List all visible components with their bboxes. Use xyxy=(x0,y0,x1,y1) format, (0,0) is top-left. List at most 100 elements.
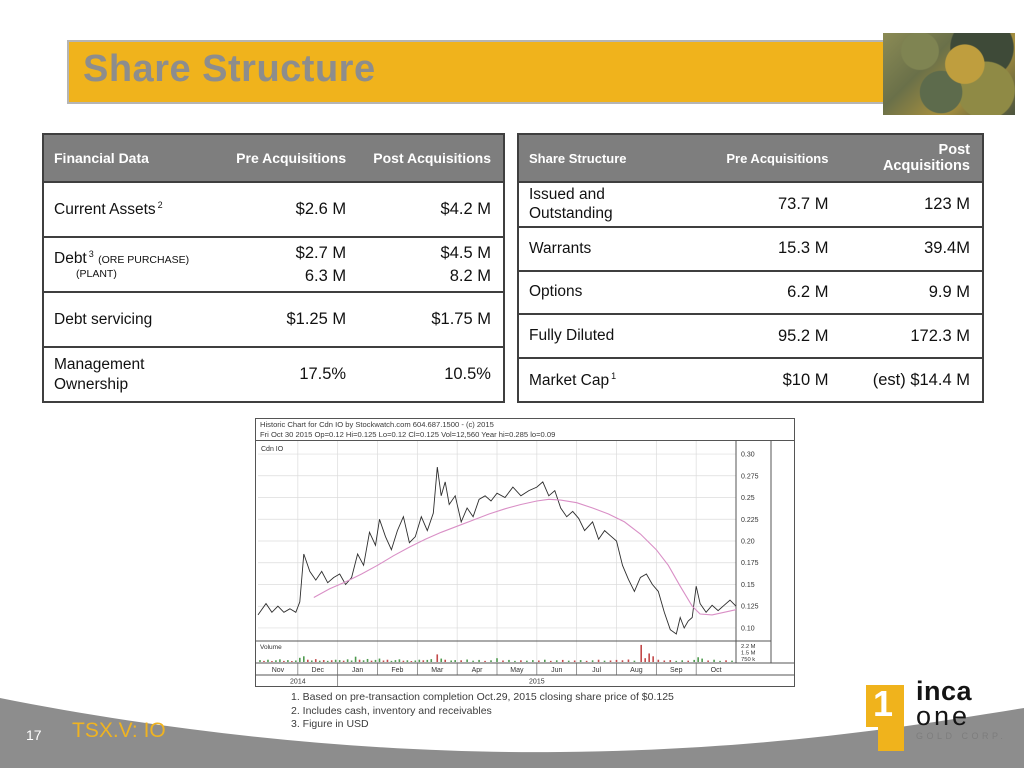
logo-mark-icon: 1 xyxy=(866,683,910,751)
chart-title-line1: Historic Chart for Cdn IO by Stockwatch.… xyxy=(260,420,494,429)
chart-title-line2: Fri Oct 30 2015 Op=0.12 Hi=0.125 Lo=0.12… xyxy=(260,430,556,439)
table-row: Current Assets 2 $2.6 M $4.2 M xyxy=(44,183,503,238)
pre-value: 17.5% xyxy=(299,365,347,383)
row-label: Market Cap xyxy=(529,371,610,389)
ticker-label: TSX.V: IO xyxy=(72,719,166,742)
svg-text:0.275: 0.275 xyxy=(741,473,759,480)
footnote-ref: 2 xyxy=(157,199,163,210)
footnote-2: 2. Includes cash, inventory and receivab… xyxy=(291,704,492,717)
svg-text:2014: 2014 xyxy=(290,679,306,686)
company-logo: 1 inca one GOLD CORP. xyxy=(860,678,1012,757)
post-value: 10.5% xyxy=(444,365,491,383)
table-row: Market Cap 1 $10 M (est) $14.4 M xyxy=(519,359,982,401)
chart-header: Historic Chart for Cdn IO by Stockwatch.… xyxy=(256,419,794,441)
svg-text:Cdn IO: Cdn IO xyxy=(261,446,284,453)
pre-value: $2.6 M xyxy=(295,200,347,218)
pre-value: 95.2 M xyxy=(778,326,829,345)
svg-text:Mar: Mar xyxy=(431,667,444,674)
svg-text:Jun: Jun xyxy=(551,667,562,674)
svg-text:2.2 M: 2.2 M xyxy=(741,644,756,650)
pre-value: 15.3 M xyxy=(778,239,829,258)
table-row: Debt servicing $1.25 M $1.75 M xyxy=(44,293,503,348)
svg-text:0.25: 0.25 xyxy=(741,495,755,502)
post-value: 9.9 M xyxy=(928,282,970,301)
table-row: Issued and Outstanding 73.7 M 123 M xyxy=(519,183,982,228)
svg-text:Feb: Feb xyxy=(391,667,403,674)
logo-text-gold-corp: GOLD CORP. xyxy=(916,731,1007,741)
row-label: Issued and Outstanding xyxy=(529,186,613,223)
pre-value-line1: $2.7 M xyxy=(295,244,347,263)
row-label: Fully Diluted xyxy=(529,327,615,345)
logo-text-one: one xyxy=(916,701,971,731)
svg-text:Jul: Jul xyxy=(592,667,601,674)
svg-text:Dec: Dec xyxy=(312,667,325,674)
col-header-post-acquisitions: Post Acquisitions xyxy=(373,150,491,166)
footnote-3: 3. Figure in USD xyxy=(291,718,369,730)
table-row: Warrants 15.3 M 39.4M xyxy=(519,228,982,272)
pre-value: 6.2 M xyxy=(787,282,829,301)
logo-numeral: 1 xyxy=(873,683,894,724)
svg-text:0.30: 0.30 xyxy=(741,452,755,459)
page-number: 17 xyxy=(26,727,42,743)
col-header-pre-acquisitions: Pre Acquisitions xyxy=(236,150,347,166)
svg-text:Volume: Volume xyxy=(260,644,282,651)
col-header-financial-data: Financial Data xyxy=(54,150,149,166)
share-structure-table: Share Structure Pre Acquisitions Post Ac… xyxy=(517,133,984,403)
financial-table: Financial Data Pre Acquisitions Post Acq… xyxy=(42,133,505,403)
col-header-share-structure: Share Structure xyxy=(529,150,627,166)
table-row: Management Ownership 17.5% 10.5% xyxy=(44,348,503,401)
x-axis-month-labels: Nov Dec Jan Feb Mar Apr May Jun Jul Aug Sep Oct xyxy=(272,667,722,674)
page-title: Share Structure xyxy=(83,48,376,90)
x-axis-year-labels: 2014 2015 xyxy=(290,679,545,686)
svg-text:May: May xyxy=(510,667,524,674)
chart-frame xyxy=(256,441,794,686)
stock-chart-svg: 0.30 0.275 0.25 0.225 0.20 0.175 0.15 0.125 0.10… xyxy=(256,441,794,686)
table-header-row: Financial Data Pre Acquisitions Post Acq… xyxy=(44,135,503,183)
svg-text:0.225: 0.225 xyxy=(741,517,759,524)
svg-text:Nov: Nov xyxy=(272,667,285,674)
table-row: Debt 3 (ORE PURCHASE) (PLANT) $2.7 M 6.3 … xyxy=(44,238,503,293)
title-bar: Share Structure xyxy=(67,40,1015,104)
y-axis-labels: 0.30 0.275 0.25 0.225 0.20 0.175 0.15 0.125 0.10 xyxy=(741,452,759,633)
post-value-line2: 8.2 M xyxy=(449,266,491,285)
pre-value: 73.7 M xyxy=(778,194,829,213)
svg-text:Jan: Jan xyxy=(352,667,363,674)
svg-text:Sep: Sep xyxy=(670,667,683,674)
footnote-1: 1. Based on pre-transaction completion O… xyxy=(291,691,674,703)
row-label: Options xyxy=(529,283,583,301)
svg-text:0.10: 0.10 xyxy=(741,625,755,632)
row-label-note2: (PLANT) xyxy=(76,268,117,281)
post-value-line1: $4.5 M xyxy=(440,244,491,263)
svg-text:Apr: Apr xyxy=(472,667,484,674)
svg-text:0.175: 0.175 xyxy=(741,560,759,567)
moving_average-line xyxy=(313,498,737,616)
pre-value: $1.25 M xyxy=(286,310,347,328)
col-header-post-acquisitions: Post Acquisitions xyxy=(882,142,970,174)
post-value: 172.3 M xyxy=(910,326,970,345)
table-row: Options 6.2 M 9.9 M xyxy=(519,272,982,316)
post-value: 39.4M xyxy=(924,239,970,258)
row-label: Management Ownership xyxy=(54,356,145,393)
svg-text:0.15: 0.15 xyxy=(741,582,755,589)
footnotes: 1. Based on pre-transaction completion O… xyxy=(291,691,674,732)
row-label: Warrants xyxy=(529,239,592,257)
row-label: Debt servicing xyxy=(54,310,153,328)
col-header-pre-acquisitions: Pre Acquisitions xyxy=(726,150,829,166)
footnote-ref: 3 xyxy=(88,248,94,259)
volume-bars xyxy=(259,644,733,662)
svg-text:2015: 2015 xyxy=(529,679,545,686)
svg-text:Oct: Oct xyxy=(711,667,722,674)
footnote-ref: 1 xyxy=(611,370,617,381)
table-header-row: Share Structure Pre Acquisitions Post Ac… xyxy=(519,135,982,183)
table-row: Fully Diluted 95.2 M 172.3 M xyxy=(519,315,982,360)
stock-chart: Historic Chart for Cdn IO by Stockwatch.… xyxy=(255,418,795,687)
chart-gridlines xyxy=(258,441,736,663)
row-label-note: (ORE PURCHASE) xyxy=(98,254,190,267)
post-value: (est) $14.4 M xyxy=(872,370,970,389)
svg-text:0.20: 0.20 xyxy=(741,539,755,546)
pre-value: $10 M xyxy=(782,370,829,389)
svg-text:1.5 M: 1.5 M xyxy=(741,651,756,657)
post-value: 123 M xyxy=(924,194,970,213)
pre-value-line2: 6.3 M xyxy=(304,266,347,285)
